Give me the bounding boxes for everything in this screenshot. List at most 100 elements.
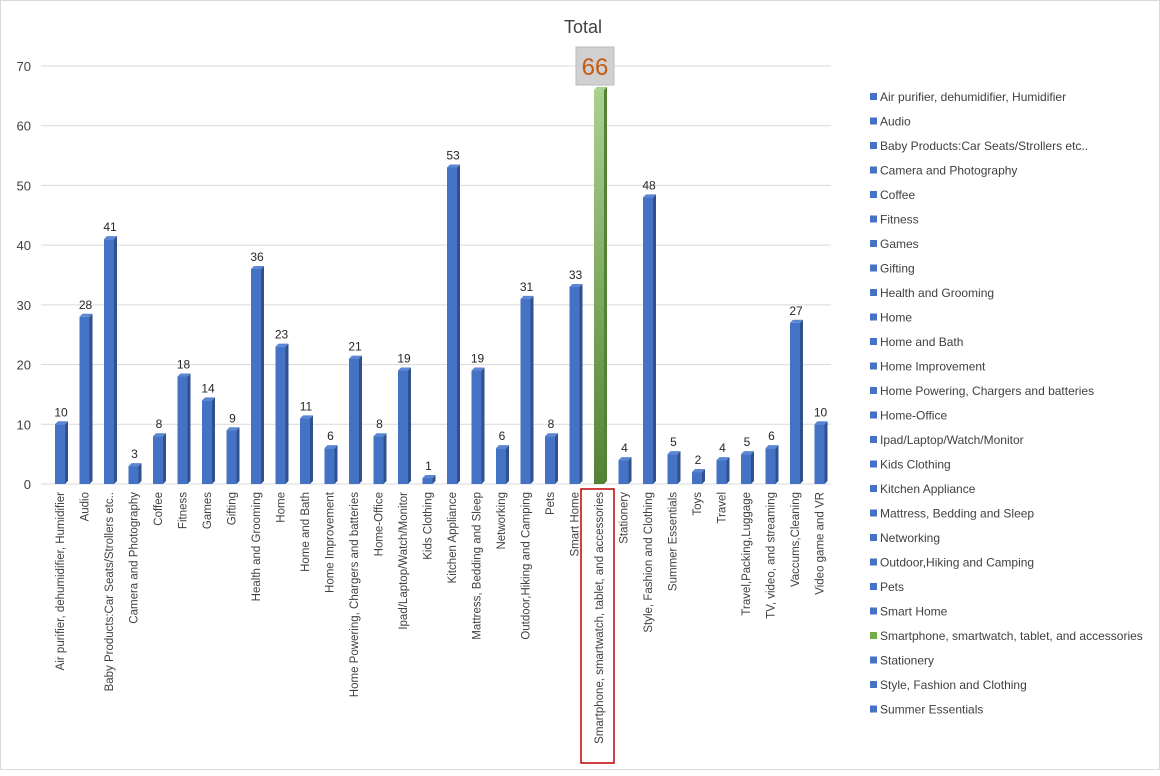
x-tick-label: Toys: [692, 492, 704, 516]
bar-group: 31 Outdoor,Hiking and Camping: [520, 280, 534, 640]
bar: [79, 316, 90, 484]
bar-side: [285, 343, 289, 484]
bar: [349, 358, 359, 484]
data-label: 5: [744, 435, 751, 449]
legend-swatch: [870, 558, 877, 566]
bar-group: 10 Air purifier, dehumidifier, Humidifier: [54, 405, 68, 670]
bar: [55, 424, 65, 484]
legend-entry: Camera and Photography: [880, 164, 1017, 178]
x-tick-label: Home-Office: [374, 492, 386, 556]
x-tick-label: Style, Fashion and Clothing: [643, 492, 655, 633]
bar-side: [187, 373, 191, 484]
legend-entry: Mattress, Bedding and Sleep: [880, 507, 1034, 521]
x-tick-label: Networking: [496, 492, 508, 550]
bar-group: 14 Games: [201, 381, 215, 529]
bar-group: 23 Home: [275, 328, 289, 523]
x-tick-label: Games: [202, 492, 214, 529]
data-label: 1: [425, 459, 432, 473]
bar-group: 36 Health and Grooming: [250, 250, 264, 601]
bar-top: [814, 421, 828, 425]
x-tick-label: Fitness: [178, 492, 190, 529]
bar-group: 41 Baby Products:Car Seats/Strollers etc.…: [103, 220, 117, 691]
bar-side: [114, 236, 117, 484]
data-label: 2: [695, 453, 702, 467]
x-tick-label: Air purifier, dehumidifier, Humidifier: [55, 492, 67, 670]
bar-group: 19 Mattress, Bedding and Sleep: [471, 352, 485, 640]
bar: [643, 197, 653, 484]
bar-top: [104, 236, 117, 240]
bar-side: [530, 295, 534, 484]
legend-entry: Health and Grooming: [880, 286, 994, 300]
bar-top: [520, 295, 534, 299]
data-label: 6: [499, 429, 506, 443]
bar-side: [653, 194, 656, 484]
bar: [814, 424, 825, 484]
x-tick-label: Kitchen Appliance: [447, 492, 459, 583]
bar-top: [545, 433, 558, 437]
value-callout-box: [575, 46, 615, 86]
bar-group: 18 Fitness: [177, 358, 191, 529]
legend-swatch: [870, 289, 877, 296]
bar: [741, 454, 751, 484]
legend-entry: Home-Office: [880, 409, 947, 423]
legend-swatch: [870, 460, 877, 468]
data-label: 53: [446, 149, 460, 163]
bar: [447, 167, 457, 484]
bar-group: 3 Camera and Photography: [128, 447, 142, 624]
data-label: 23: [275, 328, 289, 342]
bar: [618, 460, 629, 484]
chart-title: Total: [564, 17, 602, 37]
bar: [177, 376, 188, 484]
legend-entry: Home Improvement: [880, 360, 986, 374]
bar-side: [751, 451, 754, 484]
bar: [716, 460, 727, 484]
bar-side: [212, 397, 215, 484]
bar-side: [775, 445, 779, 484]
bar-side: [408, 367, 411, 484]
legend-swatch: [870, 338, 877, 345]
legend-entry: Ipad/Laptop/Watch/Monitor: [880, 433, 1024, 447]
bar: [667, 454, 678, 484]
legend-entry: Networking: [880, 531, 940, 545]
bar-group: 9 Gifting: [226, 411, 240, 525]
bar-group: 27 Vaccums,Cleaning: [789, 304, 803, 587]
bar-side: [579, 283, 583, 484]
legend-swatch: [870, 583, 877, 590]
legend-entry: Stationery: [880, 654, 934, 668]
y-tick-label: 30: [17, 298, 31, 313]
bar-group: 21 Home Powering, Chargers and batteries: [348, 340, 362, 697]
legend-swatch: [870, 485, 877, 492]
bar-side: [261, 266, 264, 484]
bar-side: [138, 463, 142, 484]
legend-entry: Gifting: [880, 262, 915, 276]
bar-top: [692, 469, 705, 473]
data-label: 27: [789, 304, 803, 318]
highlight-outline: [580, 488, 615, 764]
legend-swatch: [870, 313, 877, 321]
bar-top: [373, 433, 387, 437]
x-tick-label: Smart Home: [570, 492, 582, 557]
bar-top: [790, 319, 803, 323]
bar: [324, 448, 335, 484]
legend-swatch: [870, 93, 877, 100]
legend-entry: Fitness: [880, 213, 919, 227]
data-label: 36: [250, 250, 264, 264]
x-tick-label: Camera and Photography: [129, 492, 141, 624]
bar-group: 6 TV, video, and streaming: [765, 429, 779, 619]
bar-group: 11 Home and Bath: [300, 399, 313, 572]
data-label: 8: [376, 417, 383, 431]
x-tick-label: Home and Bath: [300, 492, 312, 572]
data-label: 41: [103, 220, 117, 234]
data-label: 19: [471, 352, 485, 366]
bar-top: [275, 343, 289, 347]
bar-side: [236, 427, 240, 484]
bar-group: 4 Travel: [716, 441, 730, 524]
bar-top: [226, 427, 240, 431]
bar: [373, 436, 384, 484]
y-tick-label: 70: [17, 59, 31, 74]
legend-entry: Baby Products:Car Seats/Strollers etc..: [880, 139, 1088, 153]
bar: [765, 448, 776, 484]
bar: [692, 472, 702, 484]
